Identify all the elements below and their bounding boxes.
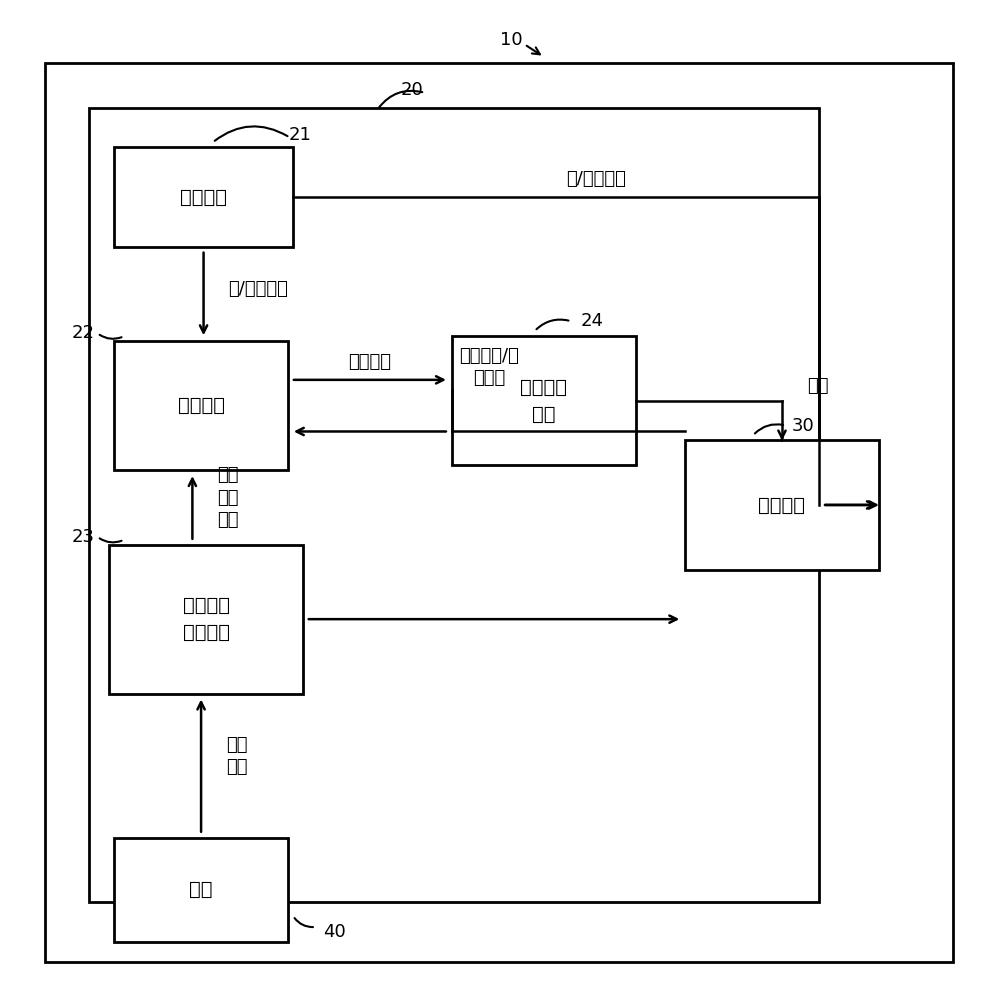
Text: 电源转换
电路: 电源转换 电路: [520, 378, 567, 423]
Text: 逻辑电路: 逻辑电路: [178, 396, 224, 415]
Text: 处理电路: 处理电路: [759, 495, 805, 514]
Text: 电压
信息: 电压 信息: [226, 736, 247, 776]
Text: 电池电压
监控电路: 电池电压 监控电路: [183, 596, 229, 642]
Text: 22: 22: [71, 324, 94, 342]
Bar: [452, 336, 636, 465]
Text: 30: 30: [791, 417, 814, 435]
Text: 24: 24: [580, 312, 604, 330]
Bar: [685, 440, 879, 570]
Text: 21: 21: [288, 126, 312, 144]
Bar: [114, 838, 288, 942]
Text: 电池: 电池: [190, 880, 213, 899]
Bar: [114, 341, 288, 470]
Text: 23: 23: [71, 528, 94, 546]
Text: 供电: 供电: [806, 377, 828, 395]
Text: 使能信号: 使能信号: [349, 353, 391, 371]
Bar: [109, 545, 303, 694]
Text: 40: 40: [323, 923, 346, 941]
Bar: [114, 147, 293, 247]
Text: 开/关机信号: 开/关机信号: [228, 280, 288, 298]
Text: 开关电路: 开关电路: [180, 188, 227, 207]
Bar: [89, 108, 819, 902]
Text: 10: 10: [500, 31, 522, 49]
Text: 开/关机信号: 开/关机信号: [566, 170, 626, 188]
Text: 20: 20: [401, 81, 423, 99]
Text: 电源保持/关
闭信号: 电源保持/关 闭信号: [459, 347, 519, 387]
Text: 电压
检测
信号: 电压 检测 信号: [217, 466, 238, 529]
